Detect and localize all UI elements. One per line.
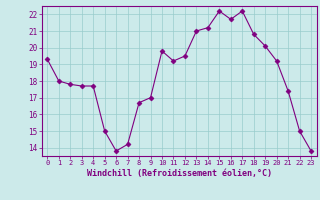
X-axis label: Windchill (Refroidissement éolien,°C): Windchill (Refroidissement éolien,°C) <box>87 169 272 178</box>
